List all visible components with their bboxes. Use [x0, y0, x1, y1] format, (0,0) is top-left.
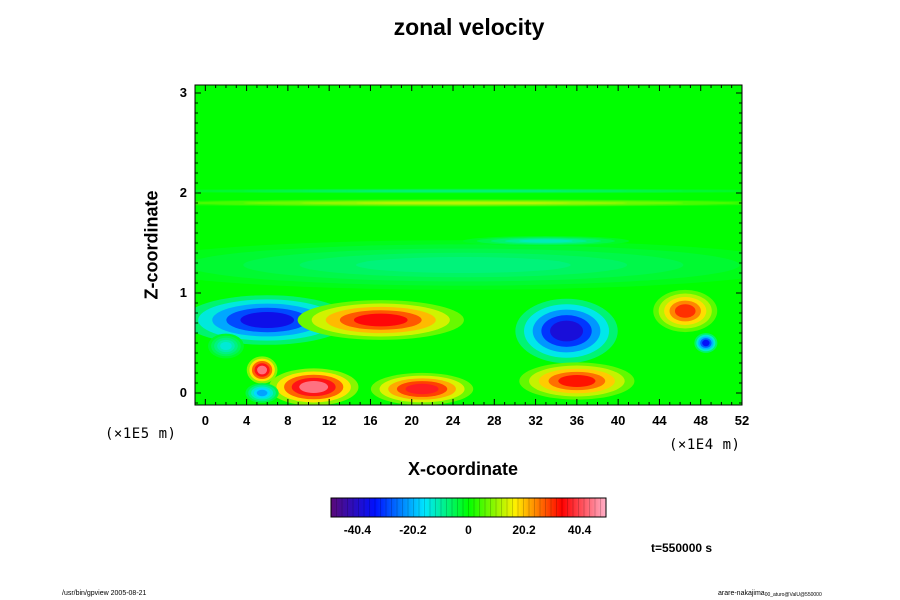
- colorbar-tick-label: 0: [465, 523, 472, 537]
- feature-contour: [558, 375, 596, 387]
- time-label: t=550000 s: [651, 541, 713, 555]
- feature-contour: [702, 339, 710, 347]
- colorbar: [330, 497, 607, 518]
- y-tick-label: 1: [179, 285, 187, 300]
- y-tick-label: 0: [179, 385, 187, 400]
- feature-contour: [299, 381, 329, 393]
- x-tick-label: 12: [321, 413, 337, 428]
- velocity-feature: [462, 236, 630, 246]
- plot-frame: [194, 84, 743, 406]
- velocity-feature: [653, 289, 718, 333]
- footer-program-info: /usr/bin/gpview 2005-08-21: [62, 590, 147, 597]
- x-tick-label: 28: [487, 413, 502, 428]
- feature-contour: [257, 365, 268, 375]
- colorbar-tick-label: 40.4: [567, 523, 592, 537]
- footer-author-info: arare-nakajima00_aturo@ValU@550000: [718, 590, 822, 598]
- footer-author-sub: 00_aturo@ValU@550000: [764, 592, 822, 598]
- feature-contour: [356, 201, 571, 205]
- x-tick-label: 36: [569, 413, 585, 428]
- x-tick-label: 52: [734, 413, 750, 428]
- velocity-feature: [246, 356, 278, 384]
- y-axis-label: Z-coordinate: [141, 190, 162, 300]
- velocity-feature: [195, 295, 351, 345]
- feature-contour: [353, 313, 408, 327]
- x-tick-label: 16: [363, 413, 378, 428]
- x-tick-label: 20: [404, 413, 419, 428]
- x-tick-label: 44: [652, 413, 667, 428]
- colorbar-tick-label: -20.2: [399, 523, 427, 537]
- velocity-feature: [370, 372, 474, 405]
- colorbar-tick-label: -40.4: [343, 523, 372, 537]
- velocity-feature: [208, 333, 244, 359]
- colorbar-tick-label: 20.2: [512, 523, 536, 537]
- velocity-feature: [245, 383, 279, 403]
- x-axis-unit: (×1E4 m): [669, 437, 741, 453]
- x-tick-label: 48: [693, 413, 708, 428]
- y-axis-unit: (×1E5 m): [105, 426, 177, 442]
- feature-contour: [240, 312, 295, 328]
- footer-author: arare-nakajima: [718, 590, 765, 597]
- y-tick-label: 2: [179, 185, 187, 200]
- velocity-feature: [519, 362, 635, 400]
- x-axis-label: X-coordinate: [408, 459, 519, 479]
- velocity-feature: [694, 333, 718, 353]
- x-tick-label: 24: [445, 413, 461, 428]
- velocity-feature: [195, 188, 742, 194]
- feature-contour: [519, 239, 573, 243]
- x-tick-label: 4: [242, 413, 251, 428]
- velocity-feature: [268, 368, 359, 405]
- chart-title: zonal velocity: [393, 14, 545, 40]
- x-tick-label: 0: [201, 413, 209, 428]
- feature-contour: [405, 383, 439, 395]
- feature-contour: [256, 389, 268, 397]
- velocity-feature: [195, 240, 742, 290]
- velocity-feature: [297, 300, 464, 340]
- feature-contour: [674, 304, 696, 318]
- velocity-feature: [515, 298, 618, 364]
- y-tick-label: 3: [179, 85, 187, 100]
- x-tick-label: 8: [284, 413, 292, 428]
- x-tick-label: 32: [528, 413, 543, 428]
- x-tick-label: 40: [610, 413, 626, 428]
- feature-contour: [220, 342, 232, 350]
- velocity-feature: [195, 199, 742, 207]
- feature-contour: [550, 320, 584, 342]
- feature-contour: [356, 190, 571, 192]
- feature-contour: [356, 257, 571, 273]
